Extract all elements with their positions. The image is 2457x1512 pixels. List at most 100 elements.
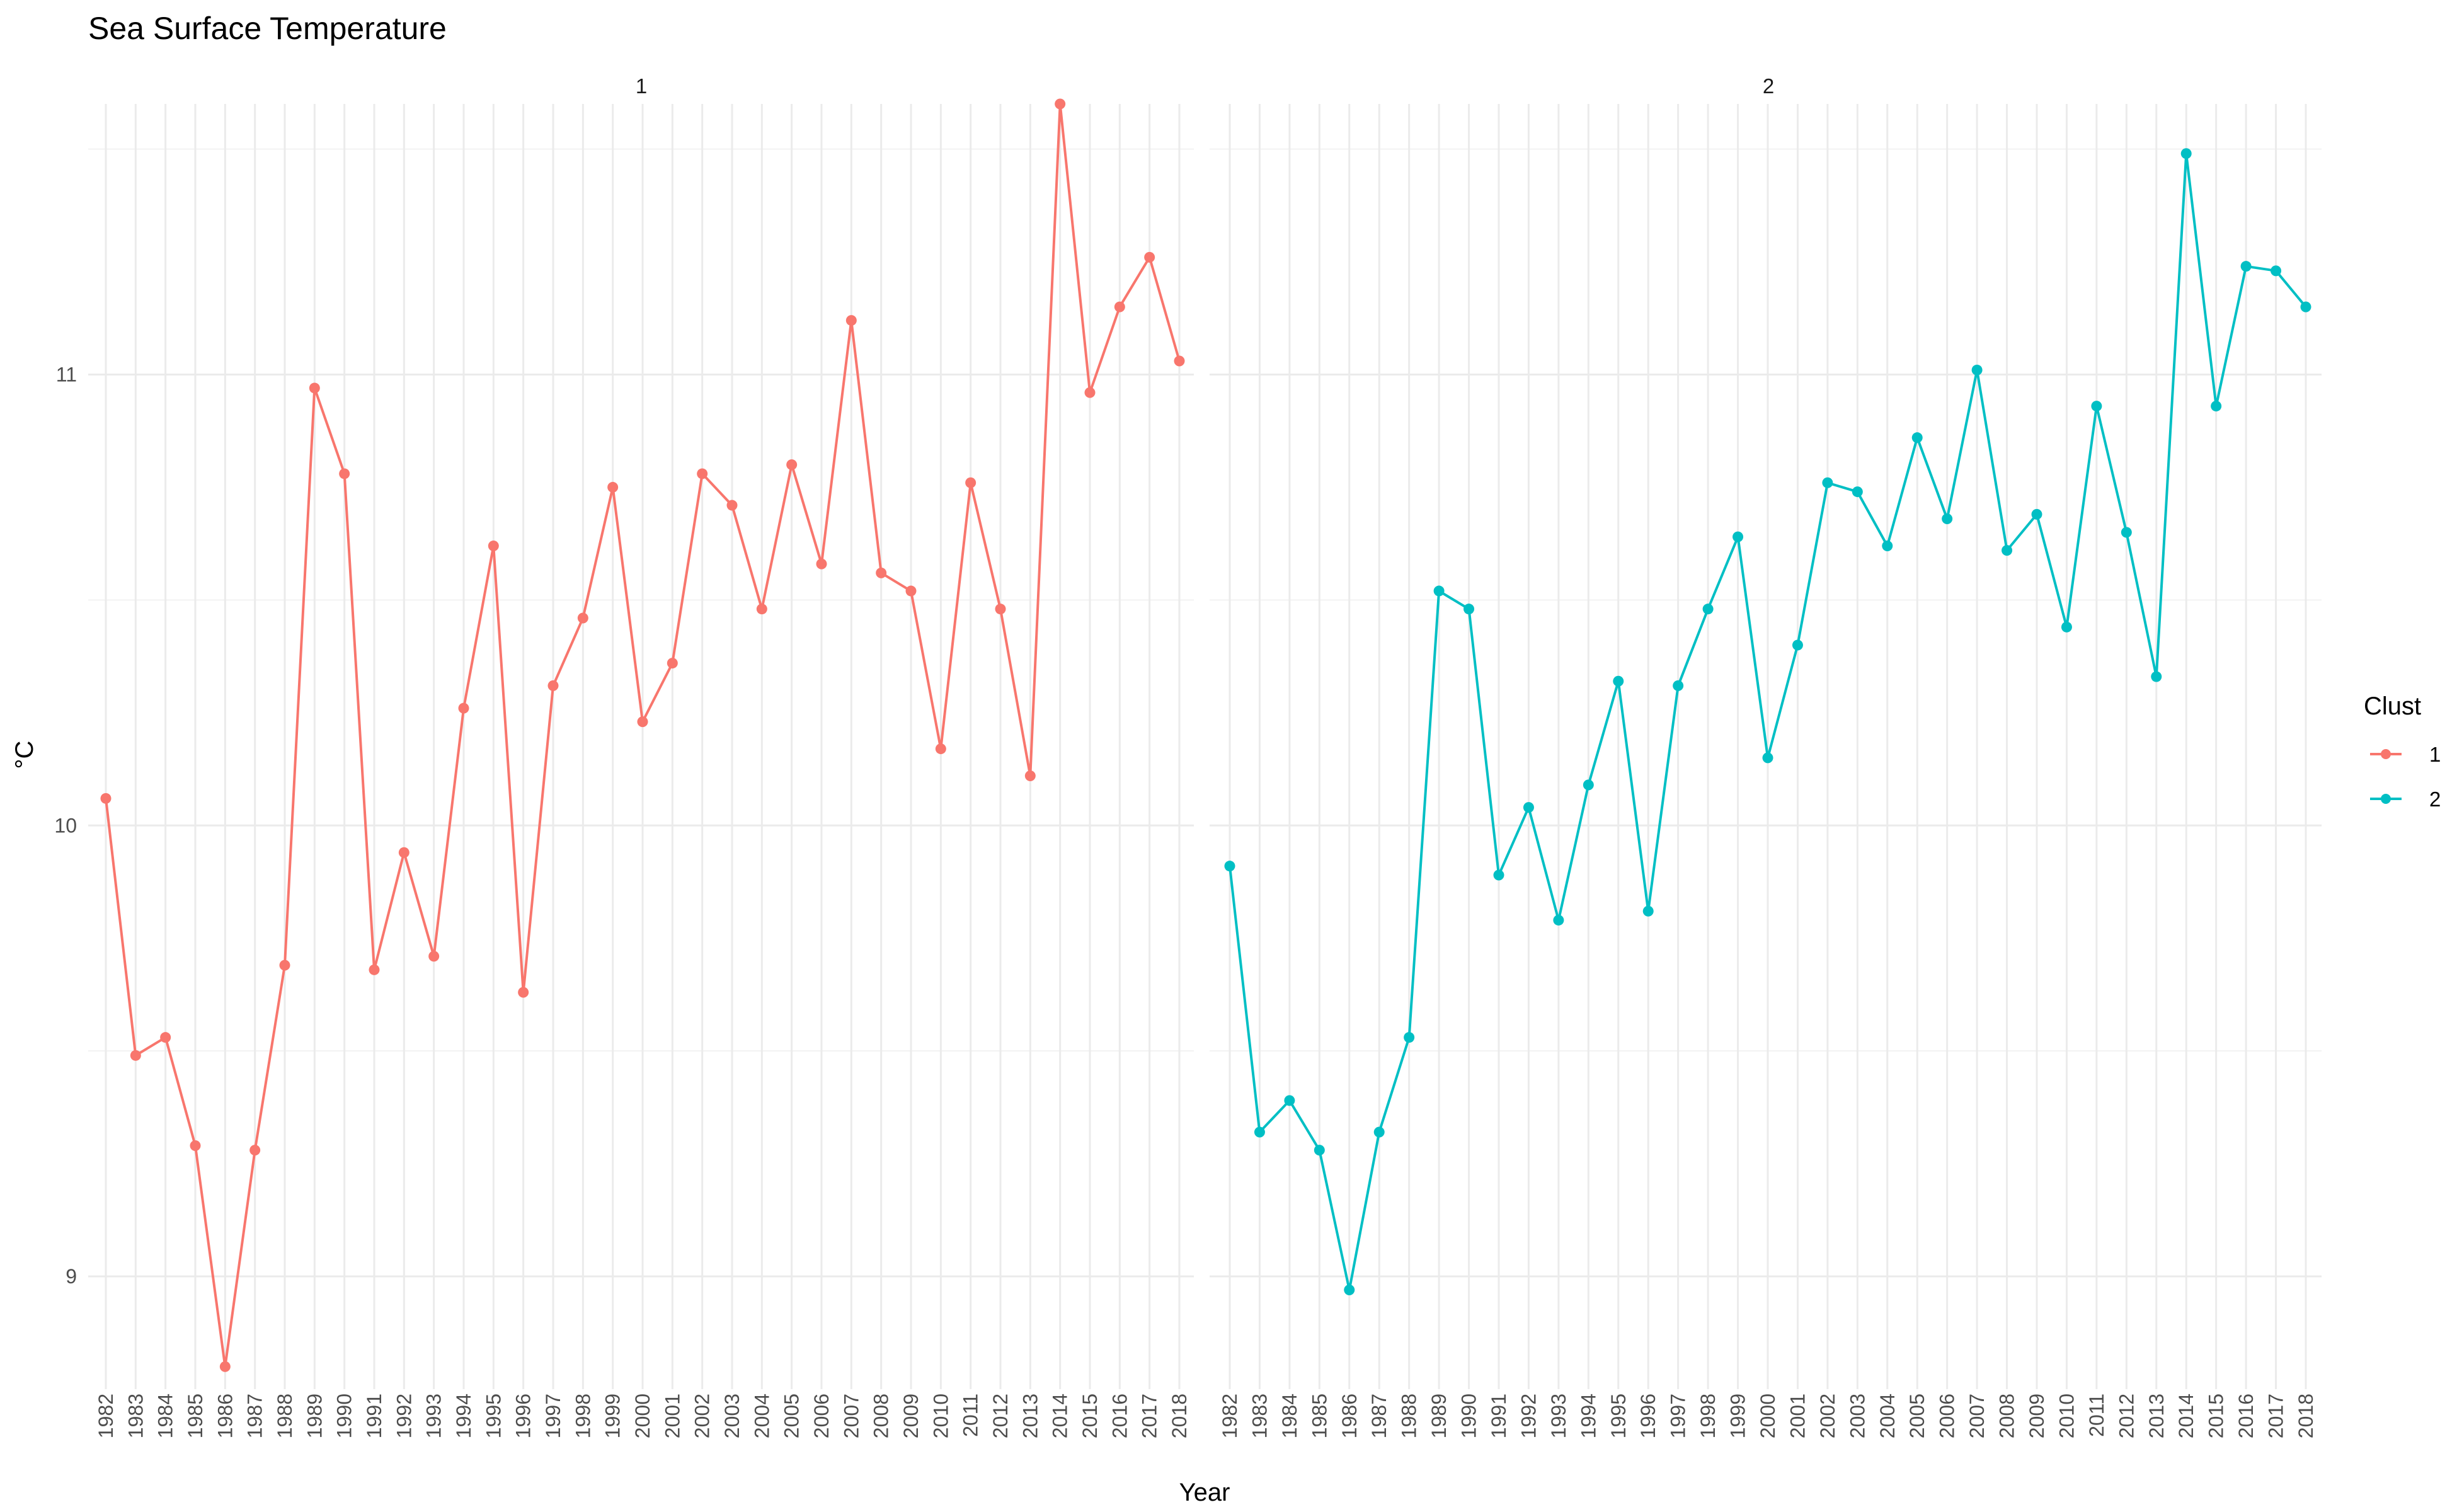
x-tick-label: 1995 xyxy=(482,1394,505,1438)
x-tick-label: 2009 xyxy=(900,1394,922,1438)
data-point xyxy=(428,951,440,962)
facet-label-2: 2 xyxy=(1763,74,1774,98)
data-point xyxy=(1762,752,1773,764)
data-point xyxy=(876,567,887,578)
x-tick-label: 1997 xyxy=(542,1394,564,1438)
data-point xyxy=(1673,680,1684,691)
y-tick-label: 10 xyxy=(54,814,77,837)
data-point xyxy=(905,585,917,597)
x-axis-ticks: 1982 1983 1984 1985 1986 1987 1988 1989 1990 1991… xyxy=(94,1394,2317,1438)
data-point xyxy=(2121,527,2132,538)
x-tick-label: 2014 xyxy=(2175,1394,2197,1438)
x-tick-label: 2015 xyxy=(2205,1394,2228,1438)
data-point xyxy=(845,315,857,326)
x-tick-label: 1999 xyxy=(602,1394,624,1438)
x-tick-label: 1996 xyxy=(512,1394,535,1438)
x-tick-label: 1983 xyxy=(1248,1394,1271,1438)
x-tick-label: 2010 xyxy=(2055,1394,2078,1438)
x-tick-label: 1990 xyxy=(333,1394,356,1438)
data-point xyxy=(1553,915,1564,926)
x-tick-label: 2007 xyxy=(1966,1394,1988,1438)
data-point xyxy=(2061,621,2072,633)
x-tick-label: 2000 xyxy=(1756,1394,1779,1438)
x-tick-label: 1991 xyxy=(1487,1394,1510,1438)
x-tick-label: 1982 xyxy=(1218,1394,1241,1438)
x-tick-label: 2008 xyxy=(1996,1394,2019,1438)
x-tick-label: 1996 xyxy=(1637,1394,1659,1438)
y-tick-label: 11 xyxy=(56,363,77,386)
data-point xyxy=(1254,1126,1265,1138)
data-point xyxy=(190,1140,201,1151)
x-tick-label: 2011 xyxy=(2085,1394,2108,1437)
x-tick-label: 2017 xyxy=(2265,1394,2288,1438)
data-point xyxy=(726,500,738,511)
x-tick-label: 2013 xyxy=(1019,1394,1041,1438)
x-axis-title: Year xyxy=(1179,1479,1230,1506)
data-point xyxy=(1852,486,1863,498)
data-point xyxy=(1404,1032,1415,1043)
legend-point-1 xyxy=(2381,749,2391,759)
x-tick-label: 2012 xyxy=(989,1394,1012,1438)
x-tick-label: 2005 xyxy=(1906,1394,1928,1438)
x-tick-label: 1988 xyxy=(1398,1394,1421,1438)
x-tick-label: 2013 xyxy=(2145,1394,2168,1438)
x-tick-label: 2001 xyxy=(1786,1394,1809,1438)
data-point xyxy=(577,612,588,624)
data-point xyxy=(1284,1095,1295,1106)
x-tick-label: 2016 xyxy=(1108,1394,1131,1438)
data-point xyxy=(2002,545,2013,556)
data-point xyxy=(130,1050,141,1061)
x-tick-label: 2007 xyxy=(840,1394,862,1438)
data-point xyxy=(1433,585,1445,597)
data-point xyxy=(488,540,499,551)
data-point xyxy=(1024,770,1036,782)
x-tick-label: 2008 xyxy=(870,1394,893,1438)
x-tick-label: 1988 xyxy=(273,1394,296,1438)
x-tick-label: 1987 xyxy=(244,1394,266,1438)
x-tick-label: 1984 xyxy=(1278,1394,1301,1438)
data-point xyxy=(697,468,708,479)
x-tick-label: 1989 xyxy=(1428,1394,1450,1438)
data-point xyxy=(1642,905,1654,917)
legend-label-1: 1 xyxy=(2429,743,2441,766)
data-point xyxy=(1373,1126,1385,1138)
data-point xyxy=(249,1145,261,1156)
y-axis-ticks: 9 10 11 xyxy=(54,363,77,1288)
x-tick-label: 2017 xyxy=(1138,1394,1161,1438)
data-point xyxy=(2091,401,2102,412)
legend-label-2: 2 xyxy=(2429,788,2441,811)
data-point xyxy=(1702,604,1714,615)
data-point xyxy=(369,964,380,975)
x-tick-label: 1995 xyxy=(1607,1394,1630,1438)
x-tick-label: 2012 xyxy=(2115,1394,2138,1438)
x-tick-label: 1994 xyxy=(1577,1394,1600,1438)
data-point xyxy=(398,847,410,858)
x-tick-label: 2002 xyxy=(1816,1394,1839,1438)
data-point xyxy=(2211,401,2222,412)
x-tick-label: 2005 xyxy=(781,1394,803,1438)
data-point xyxy=(816,558,827,570)
data-point xyxy=(1523,802,1534,813)
data-point xyxy=(965,477,976,488)
panel-cluster-1 xyxy=(88,98,1194,1389)
data-point xyxy=(219,1361,231,1372)
x-tick-label: 1991 xyxy=(363,1394,386,1438)
legend-point-2 xyxy=(2381,794,2391,804)
x-tick-label: 2006 xyxy=(1936,1394,1959,1438)
data-point xyxy=(1055,98,1066,110)
data-point xyxy=(935,743,946,755)
data-point xyxy=(2300,301,2311,312)
x-tick-label: 2010 xyxy=(929,1394,952,1438)
x-tick-label: 1999 xyxy=(1727,1394,1750,1438)
legend-key-2: 2 xyxy=(2370,788,2441,811)
data-point xyxy=(1822,477,1833,488)
data-point xyxy=(2180,148,2192,159)
data-point xyxy=(786,459,798,471)
x-tick-label: 1998 xyxy=(1697,1394,1719,1438)
data-point xyxy=(1971,364,1983,375)
x-tick-label: 1993 xyxy=(1547,1394,1570,1438)
data-point xyxy=(100,793,112,804)
data-point xyxy=(2151,671,2162,682)
x-tick-label: 1992 xyxy=(392,1394,415,1438)
